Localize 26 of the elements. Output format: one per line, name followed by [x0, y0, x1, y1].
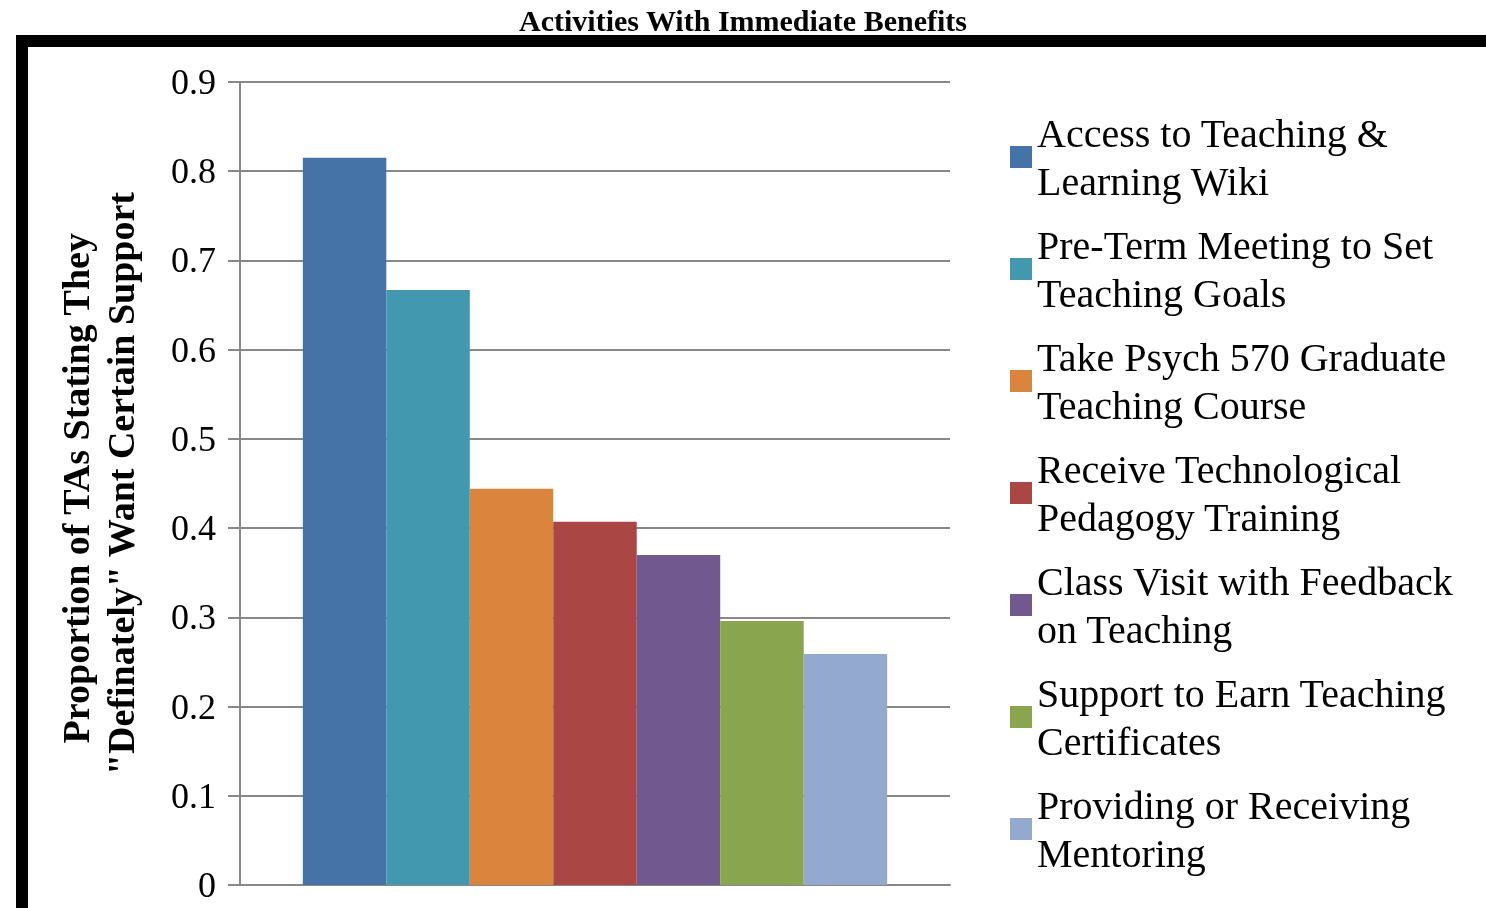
bar	[553, 521, 637, 885]
y-tick-label: 0.2	[171, 686, 216, 727]
legend-label: Access to Teaching & Learning Wiki	[1037, 110, 1398, 204]
bar	[636, 554, 721, 885]
bar	[302, 157, 387, 885]
y-tick-label: 0.9	[171, 62, 216, 102]
y-tick-label: 0.8	[171, 151, 216, 192]
bar	[386, 289, 470, 885]
y-tick-label: 0.7	[171, 240, 216, 281]
y-tick-label: 0.6	[171, 329, 216, 370]
bar	[469, 488, 554, 885]
legend-label: Take Psych 570 Graduate Teaching Course	[1037, 334, 1457, 428]
chart-title: Activities With Immediate Benefits	[519, 3, 967, 37]
y-tick-label: 0.5	[171, 418, 216, 459]
y-tick-label: 0.3	[171, 597, 216, 638]
legend-label: Receive Technological Pedagogy Training	[1037, 446, 1412, 540]
y-tick-label: 0	[198, 865, 216, 905]
legend-label: Class Visit with Feedback on Teaching	[1037, 558, 1463, 652]
bar	[803, 653, 888, 885]
legend-label: Providing or Receiving Mentoring	[1037, 782, 1421, 876]
bar	[720, 620, 804, 885]
legend-label: Pre-Term Meeting to Set Teaching Goals	[1037, 222, 1443, 316]
y-axis-title: Proportion of TAs Stating They "Definately" Want Certain Support	[54, 191, 142, 776]
y-tick-label: 0.1	[171, 775, 216, 816]
legend-label: Support to Earn Teaching Certificates	[1037, 670, 1456, 764]
y-tick-label: 0.4	[171, 508, 216, 549]
